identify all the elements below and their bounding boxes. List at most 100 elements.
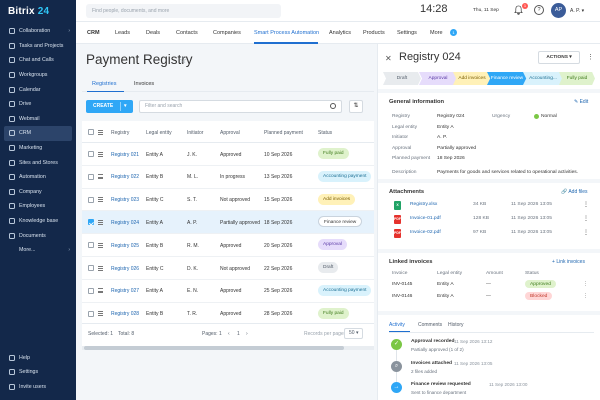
file-name[interactable]: Invoice-02.pdf bbox=[410, 230, 441, 235]
col-registry[interactable]: Registry bbox=[111, 129, 130, 136]
close-icon[interactable]: ✕ bbox=[385, 54, 392, 63]
row-menu-icon[interactable] bbox=[98, 151, 103, 157]
sidebar-item-knowledge-base[interactable]: Knowledge base bbox=[0, 214, 76, 229]
row-menu-icon[interactable] bbox=[98, 174, 103, 180]
sidebar-item-tasks-and-projects[interactable]: Tasks and Projects bbox=[0, 39, 76, 54]
user-name[interactable]: A. P. ▾ bbox=[570, 8, 585, 14]
sidebar-item-more[interactable]: More... › bbox=[0, 243, 76, 258]
stage-draft[interactable]: Draft bbox=[383, 72, 421, 85]
sidebar-item-automation[interactable]: Automation bbox=[0, 170, 76, 185]
sidebar-item-settings[interactable]: Settings bbox=[0, 365, 76, 380]
help-icon[interactable]: ? bbox=[534, 5, 544, 15]
row-menu-icon[interactable] bbox=[98, 265, 103, 271]
row-checkbox[interactable] bbox=[88, 310, 94, 317]
edit-link[interactable]: ✎ Edit bbox=[574, 99, 589, 105]
tab-invoices[interactable]: Invoices bbox=[134, 81, 155, 87]
registry-link[interactable]: Registry 023 bbox=[111, 197, 140, 204]
tab-leads[interactable]: Leads bbox=[115, 30, 130, 36]
sidebar-item-marketing[interactable]: Marketing bbox=[0, 141, 76, 156]
invoice-link[interactable]: INV-0146 bbox=[392, 294, 413, 299]
registry-link[interactable]: Registry 026 bbox=[111, 265, 140, 272]
horizontal-scrollbar[interactable] bbox=[82, 346, 374, 350]
sidebar-item-crm[interactable]: CRM bbox=[4, 126, 72, 141]
registry-link[interactable]: Registry 027 bbox=[111, 288, 140, 295]
sidebar-item-drive[interactable]: Drive bbox=[0, 97, 76, 112]
col-initiator[interactable]: Initiator bbox=[187, 129, 204, 136]
registry-link[interactable]: Registry 021 bbox=[111, 151, 140, 158]
filter-search-input[interactable]: Filter and search bbox=[139, 100, 342, 113]
actions-button[interactable]: ACTIONS ▾ bbox=[538, 51, 580, 64]
next-page-button[interactable]: › bbox=[246, 331, 248, 337]
select-all-checkbox[interactable] bbox=[88, 129, 94, 135]
file-row[interactable]: PDF Invoice-01.pdf 128 KB 11 Sep 2026 13:05… bbox=[389, 215, 594, 226]
table-row[interactable]: Registry 023 Entity C S. T. Not approved 15 … bbox=[82, 189, 374, 212]
file-name[interactable]: Registry.xlsx bbox=[410, 202, 438, 207]
tab-registries[interactable]: Registries bbox=[92, 81, 117, 87]
stage-add-invoices[interactable]: Add invoices bbox=[453, 72, 491, 85]
file-name[interactable]: Invoice-01.pdf bbox=[410, 216, 441, 221]
stage-accounting[interactable]: Accounting... bbox=[523, 72, 563, 85]
more-tabs-badge[interactable]: 1 bbox=[450, 29, 457, 36]
sidebar-item-collaboration[interactable]: Collaboration › bbox=[0, 24, 76, 39]
scrollbar-thumb[interactable] bbox=[84, 346, 344, 350]
page-number[interactable]: 1 bbox=[237, 331, 240, 337]
table-row[interactable]: Registry 022 Entity B M. L. In progress 13 S… bbox=[82, 166, 374, 189]
table-row[interactable]: Registry 028 Entity B T. R. Approved 28 Sep … bbox=[82, 303, 374, 326]
stage-fully-paid[interactable]: Fully paid bbox=[559, 72, 595, 85]
tab-comments[interactable]: Comments bbox=[418, 322, 443, 328]
row-checkbox[interactable] bbox=[88, 151, 94, 157]
stage-finance-review[interactable]: Finance review bbox=[487, 72, 527, 85]
row-menu-icon[interactable] bbox=[98, 219, 103, 225]
avatar[interactable]: AP bbox=[551, 3, 566, 18]
bitrix24-logo[interactable]: Bitrix 24 bbox=[8, 6, 50, 17]
col-legal-entity[interactable]: Legal entity bbox=[146, 129, 172, 136]
menu-icon[interactable] bbox=[98, 129, 103, 135]
more-options-icon[interactable]: ⋮ bbox=[583, 230, 589, 236]
more-options-icon[interactable]: ⋮ bbox=[583, 202, 589, 208]
col-planned-payment[interactable]: Planned payment bbox=[264, 129, 303, 136]
table-row[interactable]: Registry 024 Entity A A. P. Partially appro… bbox=[82, 211, 374, 235]
more-options-icon[interactable]: ⋮ bbox=[583, 282, 588, 287]
clock[interactable]: 14:28 bbox=[420, 3, 448, 15]
row-checkbox[interactable] bbox=[88, 173, 94, 180]
tab-settings[interactable]: Settings bbox=[397, 30, 417, 36]
more-options-icon[interactable]: ⋮ bbox=[583, 294, 588, 299]
tab-activity[interactable]: Activity bbox=[389, 322, 405, 328]
invoice-link[interactable]: INV-0145 bbox=[392, 282, 413, 287]
sidebar-item-invite-users[interactable]: Invite users bbox=[0, 379, 76, 394]
tab-more[interactable]: More bbox=[430, 30, 443, 36]
row-checkbox[interactable] bbox=[88, 219, 94, 226]
grid-settings-button[interactable]: ⇅ bbox=[349, 100, 363, 113]
table-row[interactable]: Registry 027 Entity A E. N. Approved 25 Sep … bbox=[82, 280, 374, 303]
row-menu-icon[interactable] bbox=[98, 288, 103, 294]
sidebar-item-help[interactable]: Help bbox=[0, 350, 76, 365]
sidebar-item-documents[interactable]: Documents bbox=[0, 228, 76, 243]
registry-link[interactable]: Registry 022 bbox=[111, 174, 140, 181]
row-checkbox[interactable] bbox=[88, 196, 94, 203]
sidebar-item-sites-and-stores[interactable]: Sites and Stores bbox=[0, 155, 76, 170]
tab-history[interactable]: History bbox=[448, 322, 464, 328]
sidebar-item-company[interactable]: Company bbox=[0, 185, 76, 200]
col-approval[interactable]: Approval bbox=[220, 129, 240, 136]
file-row[interactable]: PDF Invoice-02.pdf 97 KB 11 Sep 2026 13:05 ⋮ bbox=[389, 229, 594, 240]
col-status[interactable]: Status bbox=[318, 129, 333, 136]
sidebar-item-chat-and-calls[interactable]: Chat and Calls bbox=[0, 53, 76, 68]
row-checkbox[interactable] bbox=[88, 265, 94, 271]
row-menu-icon[interactable] bbox=[98, 242, 103, 248]
row-menu-icon[interactable] bbox=[98, 197, 103, 203]
tab-crm[interactable]: CRM bbox=[87, 30, 100, 36]
tab-contacts[interactable]: Contacts bbox=[176, 30, 198, 36]
create-button[interactable]: CREATE ▾ bbox=[86, 100, 133, 113]
table-row[interactable]: Registry 025 Entity B R. M. Approved 20 Sep … bbox=[82, 234, 374, 257]
tab-products[interactable]: Products bbox=[363, 30, 385, 36]
row-checkbox[interactable] bbox=[88, 287, 94, 294]
tab-companies[interactable]: Companies bbox=[213, 30, 241, 36]
file-row[interactable]: X Registry.xlsx 34 KB 11 Sep 2026 13:05 ⋮ bbox=[389, 201, 594, 212]
row-checkbox[interactable] bbox=[88, 242, 94, 249]
prev-page-button[interactable]: ‹ bbox=[228, 331, 230, 337]
global-search-input[interactable]: Find people, documents, and more bbox=[86, 4, 281, 18]
sidebar-item-workgroups[interactable]: Workgroups bbox=[0, 68, 76, 83]
tab-deals[interactable]: Deals bbox=[146, 30, 161, 36]
link-invoices-link[interactable]: + Link invoices bbox=[552, 259, 585, 265]
more-options-icon[interactable]: ⋮ bbox=[583, 216, 589, 222]
